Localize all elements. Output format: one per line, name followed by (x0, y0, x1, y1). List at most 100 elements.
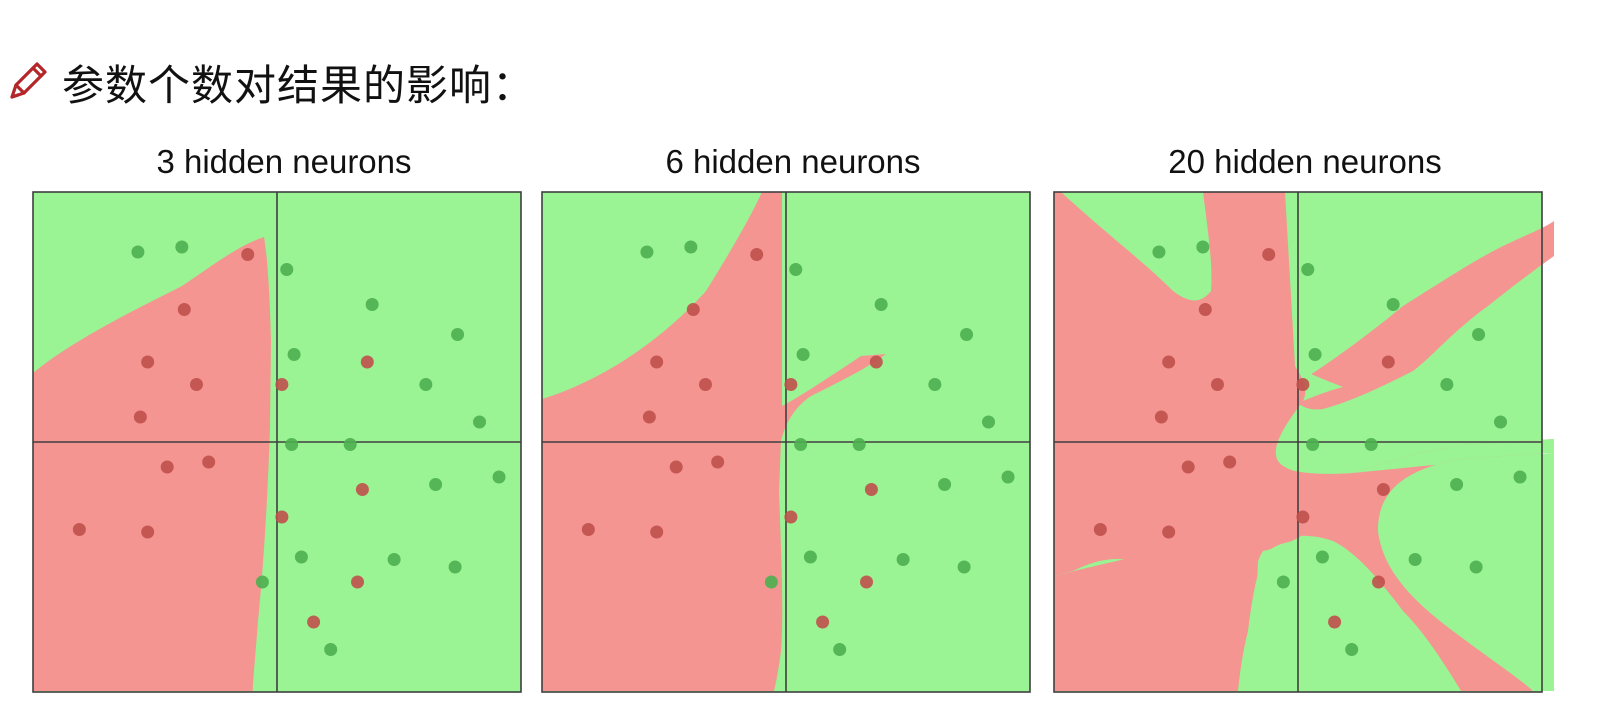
red-data-point (72, 523, 86, 536)
chart-title: 6 hidden neurons (665, 143, 921, 180)
green-data-point (285, 438, 299, 451)
red-data-point (177, 303, 191, 316)
green-data-point (1440, 378, 1454, 391)
chart-title: 20 hidden neurons (1168, 143, 1442, 180)
green-data-point (1364, 438, 1378, 451)
red-data-point (133, 410, 147, 424)
red-data-point (784, 378, 798, 391)
green-data-point (365, 298, 379, 311)
green-data-point (957, 560, 971, 574)
red-data-point (202, 455, 216, 469)
red-data-point (141, 355, 155, 369)
plot-frame (541, 191, 1031, 693)
red-data-point (698, 378, 712, 391)
green-data-point (960, 328, 974, 341)
green-data-point (1472, 328, 1486, 341)
chart-title: 3 hidden neurons (156, 143, 412, 180)
green-data-point (1301, 263, 1315, 276)
red-data-point (669, 460, 683, 474)
green-data-point (1386, 298, 1400, 311)
chart-panel-3-neurons: 3 hidden neurons (32, 140, 536, 706)
green-data-point (1306, 438, 1320, 451)
heading-text: 参数个数对结果的影响： (62, 60, 536, 110)
green-data-point (1494, 415, 1508, 429)
green-region (1295, 366, 1343, 401)
red-data-point (307, 615, 321, 629)
green-data-point (640, 245, 654, 259)
green-data-point (343, 438, 357, 451)
green-data-point (1345, 643, 1359, 656)
red-data-point (650, 355, 664, 369)
green-data-point (131, 245, 145, 259)
red-data-point (1381, 355, 1395, 369)
plot-frame (1053, 191, 1543, 693)
red-data-point (1181, 460, 1195, 474)
green-data-point (796, 348, 810, 361)
green-data-point (492, 470, 506, 484)
red-data-point (1262, 248, 1276, 261)
red-region (1293, 221, 1554, 410)
green-data-point (874, 298, 888, 311)
decision-boundary-plot (32, 191, 522, 693)
red-data-point (360, 355, 374, 369)
red-data-point (750, 248, 764, 261)
red-data-point (581, 523, 595, 536)
red-data-point (355, 483, 369, 496)
green-data-point (294, 550, 308, 564)
red-data-point (864, 483, 878, 496)
chart-panel-20-neurons: 20 hidden neurons (1053, 140, 1557, 706)
red-data-point (711, 455, 725, 469)
green-data-point (938, 478, 952, 491)
red-data-point (351, 575, 365, 589)
red-data-point (1198, 303, 1212, 316)
red-data-point (1372, 575, 1386, 589)
green-data-point (764, 575, 778, 589)
green-data-point (175, 240, 189, 254)
green-data-point (280, 263, 294, 276)
red-data-point (1223, 455, 1237, 469)
red-data-point (784, 510, 798, 524)
red-data-point (869, 355, 883, 369)
green-data-point (896, 553, 910, 566)
plot-frame (32, 191, 522, 693)
green-data-point (473, 415, 487, 429)
red-data-point (686, 303, 700, 316)
red-data-point (642, 410, 656, 424)
green-data-point (1308, 348, 1322, 361)
red-data-point (189, 378, 203, 391)
red-data-point (1162, 355, 1176, 369)
green-data-point (451, 328, 465, 341)
green-data-point (1152, 245, 1166, 259)
red-data-point (1376, 483, 1390, 496)
red-region (1263, 473, 1353, 551)
red-data-point (1296, 510, 1310, 524)
red-data-point (275, 510, 289, 524)
green-data-point (1513, 470, 1527, 484)
green-data-point (387, 553, 401, 566)
green-data-point (1196, 240, 1210, 254)
green-data-point (1469, 560, 1483, 574)
green-data-point (1315, 550, 1329, 564)
green-data-point (789, 263, 803, 276)
red-data-point (241, 248, 255, 261)
red-data-point (1162, 525, 1176, 539)
green-data-point (324, 643, 338, 656)
green-data-point (928, 378, 942, 391)
red-data-point (275, 378, 289, 391)
section-heading: 参数个数对结果的影响： (4, 52, 535, 112)
red-region (33, 237, 271, 691)
green-data-point (982, 415, 996, 429)
green-data-point (833, 643, 847, 656)
decision-boundary-plot (1053, 191, 1554, 693)
decision-boundary-plot (541, 191, 1031, 693)
green-data-point (1276, 575, 1290, 589)
chart-panel-6-neurons: 6 hidden neurons (541, 140, 1045, 706)
red-data-point (141, 525, 155, 539)
red-data-point (860, 575, 874, 589)
red-data-point (650, 525, 664, 539)
red-data-point (1328, 615, 1342, 629)
red-region (1054, 540, 1258, 691)
green-data-point (1450, 478, 1464, 491)
green-data-point (448, 560, 462, 574)
pencil-icon (10, 62, 47, 99)
